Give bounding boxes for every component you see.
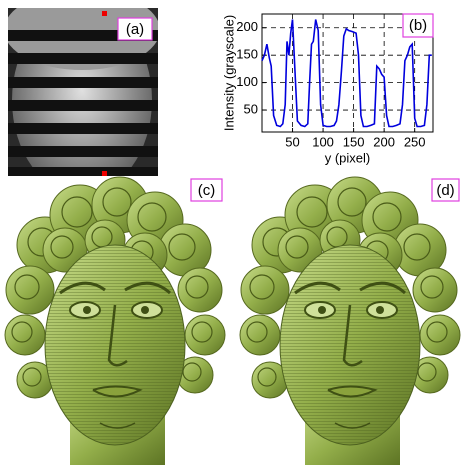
pupil — [318, 306, 326, 314]
curl — [6, 266, 54, 314]
renders — [5, 177, 460, 465]
panel-label: (b) — [409, 17, 427, 34]
head-render — [240, 177, 460, 465]
y-tick-label: 100 — [236, 74, 258, 89]
x-tick-label: 150 — [343, 134, 365, 149]
face-lines — [280, 245, 420, 445]
curl — [185, 315, 225, 355]
curl — [178, 268, 222, 312]
y-axis-label: Intensity (grayscale) — [221, 15, 236, 131]
y-tick-label: 200 — [236, 19, 258, 34]
figure: (a) 50 100 150 200 50 100 150 200 250 y (pixel) In… — [0, 0, 463, 467]
x-tick-label: 250 — [404, 134, 426, 149]
pupil — [376, 306, 384, 314]
panel-label: (d) — [436, 182, 454, 199]
head-render — [5, 177, 225, 465]
panel-label: (a) — [126, 21, 144, 38]
pupil — [141, 306, 149, 314]
page: (a) 50 100 150 200 50 100 150 200 250 y (pixel) In… — [0, 0, 463, 467]
face-lines — [45, 245, 185, 445]
x-tick-label: 50 — [285, 134, 299, 149]
panel-label: (c) — [198, 182, 216, 199]
curl — [240, 315, 280, 355]
curl — [5, 315, 45, 355]
x-tick-label: 100 — [312, 134, 334, 149]
x-axis-label: y (pixel) — [325, 150, 371, 165]
y-tick-label: 50 — [244, 101, 258, 116]
curl — [413, 268, 457, 312]
x-tick-label: 200 — [373, 134, 395, 149]
curl — [241, 266, 289, 314]
curl — [420, 315, 460, 355]
chart: 50 100 150 200 50 100 150 200 250 y (pixel) Intens… — [221, 14, 433, 165]
pupil — [83, 306, 91, 314]
y-tick-label: 150 — [236, 47, 258, 62]
